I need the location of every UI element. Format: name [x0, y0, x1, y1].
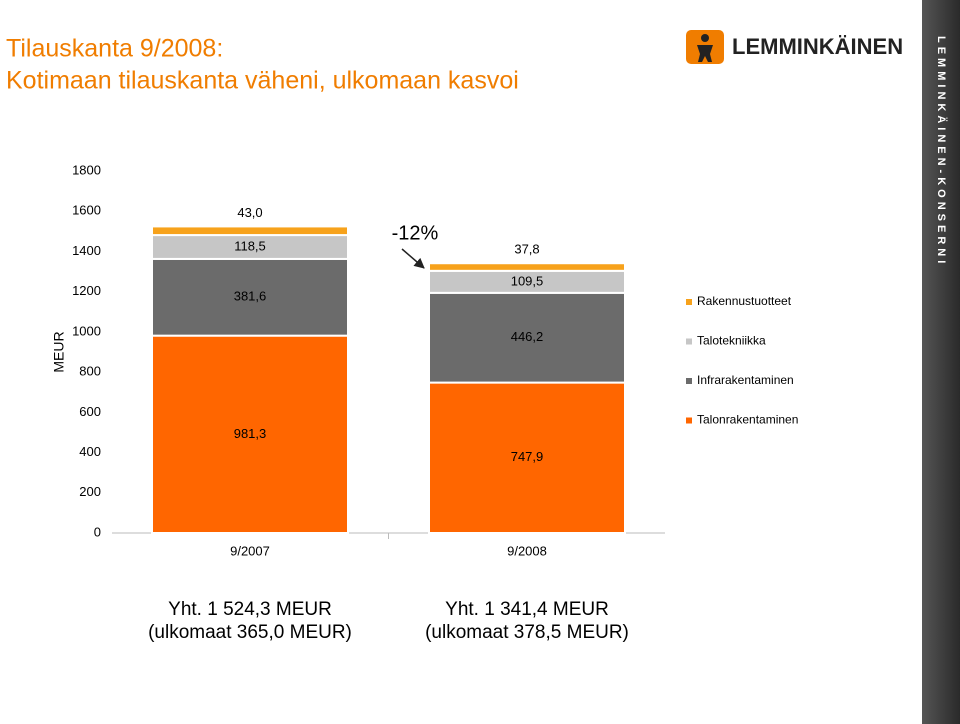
logo-text: LEMMINKÄINEN — [732, 34, 903, 59]
y-tick-label: 200 — [79, 484, 101, 499]
bar-segment — [428, 262, 626, 272]
bar-segment — [151, 225, 349, 237]
annotation-arrow — [401, 248, 425, 269]
y-tick-label: 800 — [79, 364, 101, 379]
value-label: 37,8 — [514, 242, 539, 257]
legend-label: Talotekniikka — [697, 334, 766, 348]
total-label: (ulkomaat 378,5 MEUR) — [425, 622, 629, 643]
side-text: LEMMINKÄINEN-KONSERNI — [935, 36, 948, 267]
y-tick-label: 1200 — [72, 283, 101, 298]
y-tick-label: 400 — [79, 444, 101, 459]
value-label: 981,3 — [234, 426, 267, 441]
annotation: -12% — [392, 222, 439, 244]
total-label: Yht. 1 341,4 MEUR — [445, 599, 609, 620]
logo-icon-body — [697, 45, 713, 62]
y-axis-label: MEUR — [51, 331, 67, 372]
total-label: Yht. 1 524,3 MEUR — [168, 599, 332, 620]
bar-segment — [428, 291, 626, 384]
title-line: Kotimaan tilauskanta väheni, ulkomaan ka… — [6, 67, 519, 95]
legend-label: Talonrakentaminen — [697, 413, 798, 427]
value-label: 747,9 — [511, 449, 544, 464]
legend-swatch — [686, 378, 692, 384]
total-label: (ulkomaat 365,0 MEUR) — [148, 622, 352, 643]
title-line: Tilauskanta 9/2008: — [6, 35, 223, 63]
logo-icon-head — [701, 34, 709, 42]
bar-segment — [151, 257, 349, 337]
value-label: 381,6 — [234, 289, 267, 304]
y-tick-label: 1800 — [72, 162, 101, 177]
value-label: 43,0 — [237, 205, 262, 220]
logo: LEMMINKÄINEN — [686, 30, 903, 64]
legend-swatch — [686, 417, 692, 424]
legend-swatch — [686, 338, 692, 345]
legend-swatch — [686, 299, 692, 305]
bar-segment — [151, 334, 349, 534]
x-tick-label: 9/2008 — [507, 543, 547, 558]
y-tick-label: 1600 — [72, 203, 101, 218]
y-tick-label: 1000 — [72, 323, 101, 338]
y-tick-label: 600 — [79, 404, 101, 419]
x-tick-label: 9/2007 — [230, 543, 270, 558]
side-strip — [922, 0, 960, 724]
y-tick-label: 0 — [94, 524, 101, 539]
value-label: 109,5 — [511, 273, 544, 288]
value-label: 118,5 — [234, 238, 266, 253]
y-tick-label: 1400 — [72, 243, 101, 258]
value-label: 446,2 — [511, 329, 544, 344]
bar-segment — [428, 381, 626, 534]
legend-label: Rakennustuotteet — [697, 294, 792, 308]
legend-label: Infrarakentaminen — [697, 373, 794, 387]
